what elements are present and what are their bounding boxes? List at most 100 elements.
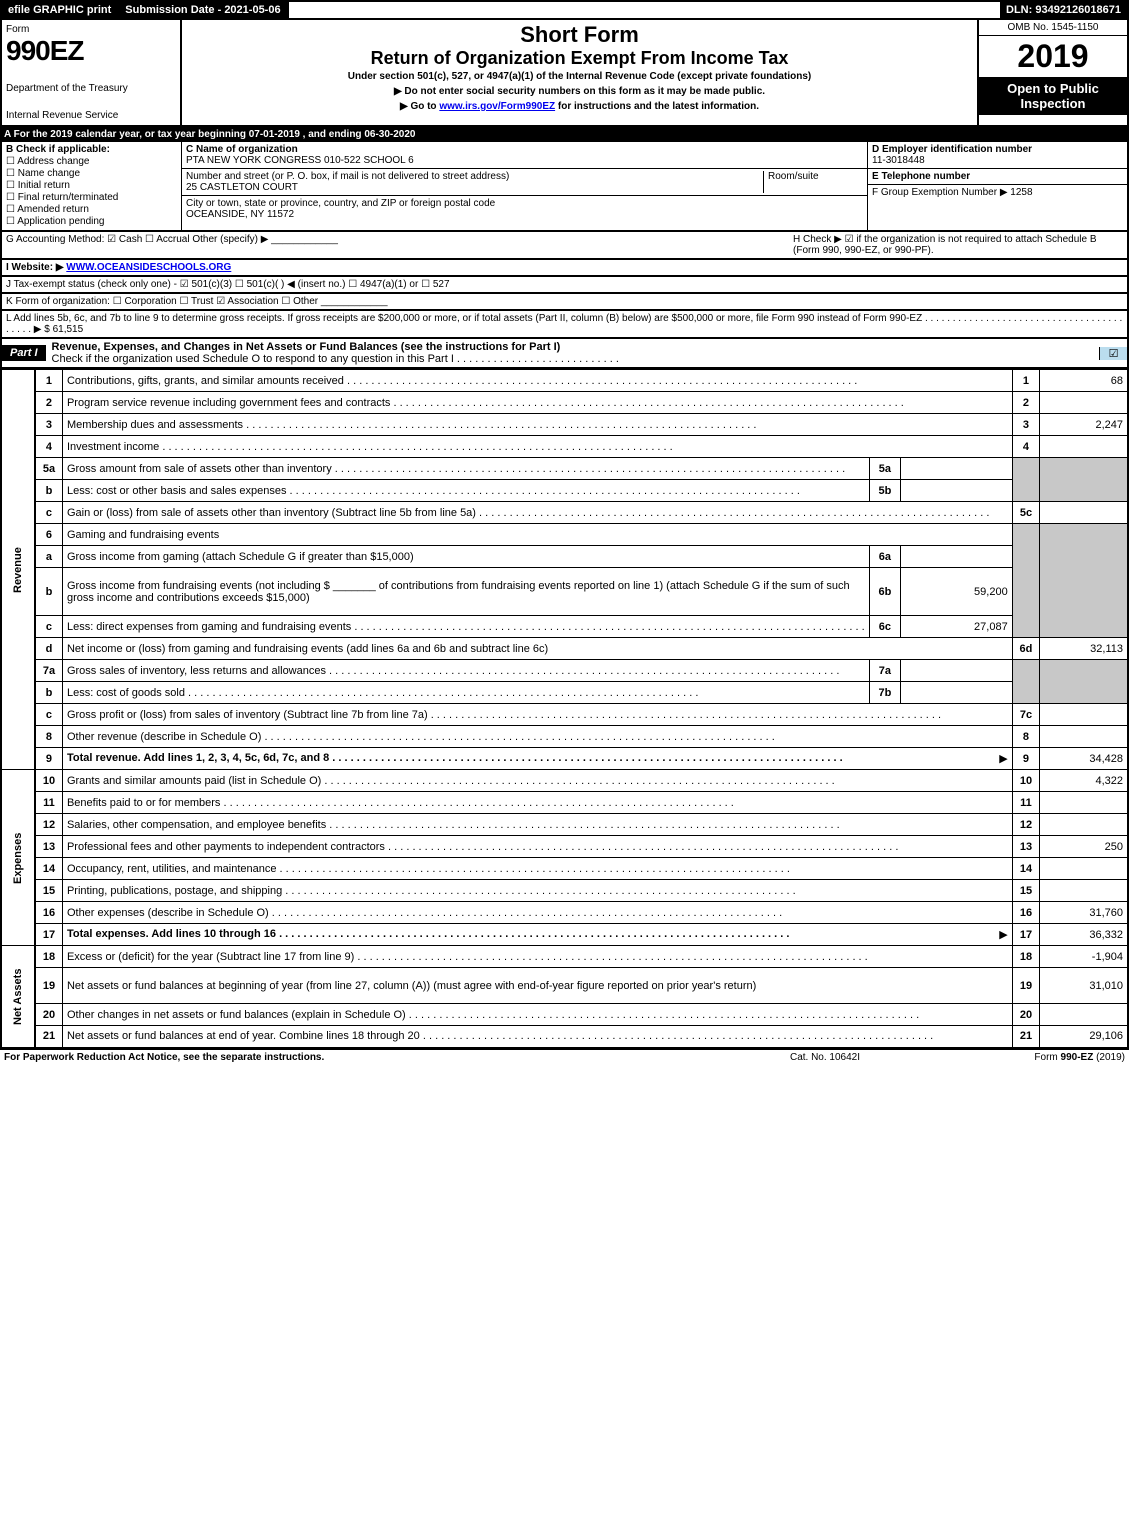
val-14 [1040,858,1128,880]
num-15: 15 [1012,880,1040,902]
cb-application-pending[interactable]: ☐ Application pending [6,216,177,227]
ln-2: 2 [35,392,62,414]
ein-row: D Employer identification number 11-3018… [868,142,1127,169]
ln-16: 16 [35,902,62,924]
gross-receipts: L Add lines 5b, 6c, and 7b to line 9 to … [6,313,1123,335]
topbar-spacer [289,2,1000,18]
val-5c [1040,502,1128,524]
form-header: Form 990EZ Department of the Treasury In… [0,20,1129,127]
sub-6b: 6b [869,568,900,616]
cb-initial-return[interactable]: ☐ Initial return [6,180,177,191]
num-4: 4 [1012,436,1040,458]
num-12: 12 [1012,814,1040,836]
ln-7c: c [35,704,62,726]
desc-11: Benefits paid to or for members [62,792,1012,814]
website-link[interactable]: WWW.OCEANSIDESCHOOLS.ORG [66,262,231,273]
cb-final-return[interactable]: ☐ Final return/terminated [6,192,177,203]
org-name: PTA NEW YORK CONGRESS 010-522 SCHOOL 6 [186,155,414,166]
city-label: City or town, state or province, country… [186,198,495,209]
desc-16: Other expenses (describe in Schedule O) [62,902,1012,924]
part1-label: Part I [2,345,46,361]
num-11: 11 [1012,792,1040,814]
desc-6c: Less: direct expenses from gaming and fu… [62,616,869,638]
desc-6b: Gross income from fundraising events (no… [62,568,869,616]
desc-20: Other changes in net assets or fund bala… [62,1004,1012,1026]
cb-name-change[interactable]: ☐ Name change [6,168,177,179]
desc-5c: Gain or (loss) from sale of assets other… [62,502,1012,524]
form-number: 990EZ [6,35,176,67]
group-label: F Group Exemption Number ▶ 1258 [872,187,1033,198]
sub-5b: 5b [869,480,900,502]
num-16: 16 [1012,902,1040,924]
calendar-year-row: A For the 2019 calendar year, or tax yea… [0,127,1129,142]
cb-address-change[interactable]: ☐ Address change [6,156,177,167]
val-7c [1040,704,1128,726]
efile-label: efile GRAPHIC print [2,2,119,18]
part1-title-text: Revenue, Expenses, and Changes in Net As… [52,341,561,353]
ein-value: 11-3018448 [872,155,925,166]
val-15 [1040,880,1128,902]
desc-8: Other revenue (describe in Schedule O) [62,726,1012,748]
ln-6: 6 [35,524,62,546]
desc-12: Salaries, other compensation, and employ… [62,814,1012,836]
dept-label: Department of the Treasury [6,83,176,94]
desc-21: Net assets or fund balances at end of ye… [62,1026,1012,1048]
arrow-17: ▶ [999,928,1007,941]
sub-7b: 7b [869,682,900,704]
part1-checkbox[interactable]: ☑ [1099,347,1127,360]
ln-12: 12 [35,814,62,836]
sub-6a: 6a [869,546,900,568]
ln-5c: c [35,502,62,524]
schedule-b-check: H Check ▶ ☑ if the organization is not r… [793,234,1123,256]
val-2 [1040,392,1128,414]
row-gh: G Accounting Method: ☑ Cash ☐ Accrual Ot… [0,232,1129,260]
val-8 [1040,726,1128,748]
ln-6d: d [35,638,62,660]
num-2: 2 [1012,392,1040,414]
row-l: L Add lines 5b, 6c, and 7b to line 9 to … [0,311,1129,339]
row-i: I Website: ▶ WWW.OCEANSIDESCHOOLS.ORG [0,260,1129,277]
num-3: 3 [1012,414,1040,436]
irs-link[interactable]: www.irs.gov/Form990EZ [439,101,555,112]
website-label: I Website: ▶ [6,262,66,273]
desc-15: Printing, publications, postage, and shi… [62,880,1012,902]
num-14: 14 [1012,858,1040,880]
city-value: OCEANSIDE, NY 11572 [186,209,294,220]
tel-row: E Telephone number [868,169,1127,185]
desc-19: Net assets or fund balances at beginning… [62,968,1012,1004]
desc-10: Grants and similar amounts paid (list in… [62,770,1012,792]
val-4 [1040,436,1128,458]
top-bar: efile GRAPHIC print Submission Date - 20… [0,0,1129,20]
meta-block: B Check if applicable: ☐ Address change … [0,142,1129,232]
box-b: B Check if applicable: ☐ Address change … [2,142,182,230]
ln-13: 13 [35,836,62,858]
open-inspection: Open to Public Inspection [979,77,1127,115]
form-label: Form [6,24,176,35]
desc-7a: Gross sales of inventory, less returns a… [62,660,869,682]
part1-table: Revenue 1 Contributions, gifts, grants, … [0,369,1129,1049]
ln-19: 19 [35,968,62,1004]
addr-row: Number and street (or P. O. box, if mail… [182,169,867,196]
part1-check-text: Check if the organization used Schedule … [52,353,619,365]
val-20 [1040,1004,1128,1026]
val-12 [1040,814,1128,836]
ln-9: 9 [35,748,62,770]
addr-label: Number and street (or P. O. box, if mail… [186,171,509,182]
ln-7b: b [35,682,62,704]
short-form-title: Short Form [190,22,969,48]
cb-amended-return[interactable]: ☐ Amended return [6,204,177,215]
num-6d: 6d [1012,638,1040,660]
omb-number: OMB No. 1545-1150 [979,20,1127,36]
room-label: Room/suite [763,171,863,193]
val-6d: 32,113 [1040,638,1128,660]
ln-10: 10 [35,770,62,792]
part1-header: Part I Revenue, Expenses, and Changes in… [0,339,1129,369]
desc-6a: Gross income from gaming (attach Schedul… [62,546,869,568]
subval-6b: 59,200 [901,568,1013,616]
val-18: -1,904 [1040,946,1128,968]
ln-20: 20 [35,1004,62,1026]
grey-6 [1012,524,1040,638]
num-18: 18 [1012,946,1040,968]
irs-label: Internal Revenue Service [6,110,176,121]
desc-6d: Net income or (loss) from gaming and fun… [62,638,1012,660]
